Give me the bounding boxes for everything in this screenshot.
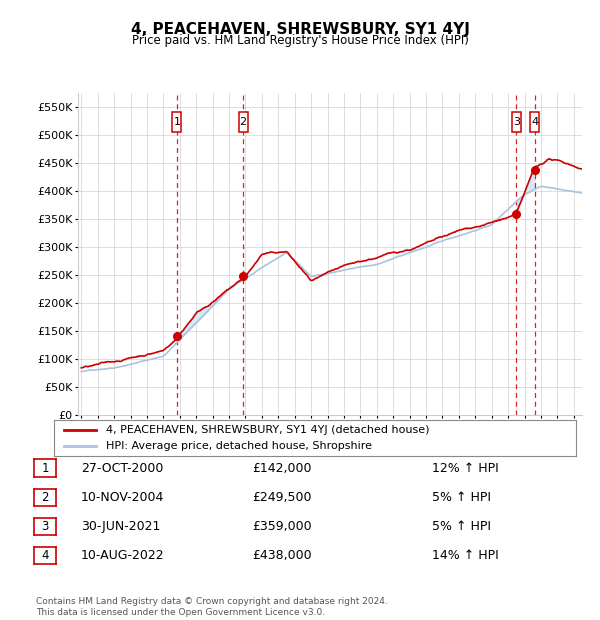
Bar xyxy=(530,112,539,132)
Text: 5% ↑ HPI: 5% ↑ HPI xyxy=(432,520,491,533)
Text: 14% ↑ HPI: 14% ↑ HPI xyxy=(432,549,499,562)
Text: 27-OCT-2000: 27-OCT-2000 xyxy=(81,462,163,474)
Text: 10-AUG-2022: 10-AUG-2022 xyxy=(81,549,164,562)
Text: 3: 3 xyxy=(513,117,520,127)
Text: Price paid vs. HM Land Registry's House Price Index (HPI): Price paid vs. HM Land Registry's House … xyxy=(131,34,469,47)
Text: £359,000: £359,000 xyxy=(253,520,312,533)
Text: HPI: Average price, detached house, Shropshire: HPI: Average price, detached house, Shro… xyxy=(106,441,372,451)
Text: £249,500: £249,500 xyxy=(253,491,312,503)
Text: 4, PEACEHAVEN, SHREWSBURY, SY1 4YJ (detached house): 4, PEACEHAVEN, SHREWSBURY, SY1 4YJ (deta… xyxy=(106,425,430,435)
Text: 30-JUN-2021: 30-JUN-2021 xyxy=(81,520,160,533)
Text: 1: 1 xyxy=(41,462,49,474)
Text: £438,000: £438,000 xyxy=(253,549,312,562)
Text: 4: 4 xyxy=(531,117,538,127)
Text: 12% ↑ HPI: 12% ↑ HPI xyxy=(432,462,499,474)
Text: 2: 2 xyxy=(239,117,247,127)
Text: 10-NOV-2004: 10-NOV-2004 xyxy=(81,491,164,503)
Text: 1: 1 xyxy=(173,117,181,127)
Text: 5% ↑ HPI: 5% ↑ HPI xyxy=(432,491,491,503)
Text: 2: 2 xyxy=(41,491,49,503)
Bar xyxy=(239,112,248,132)
Bar xyxy=(512,112,521,132)
Text: 4: 4 xyxy=(41,549,49,562)
Text: £142,000: £142,000 xyxy=(253,462,312,474)
Bar xyxy=(172,112,181,132)
Text: 4, PEACEHAVEN, SHREWSBURY, SY1 4YJ: 4, PEACEHAVEN, SHREWSBURY, SY1 4YJ xyxy=(131,22,469,37)
Text: 3: 3 xyxy=(41,520,49,533)
Text: Contains HM Land Registry data © Crown copyright and database right 2024.
This d: Contains HM Land Registry data © Crown c… xyxy=(36,598,388,617)
